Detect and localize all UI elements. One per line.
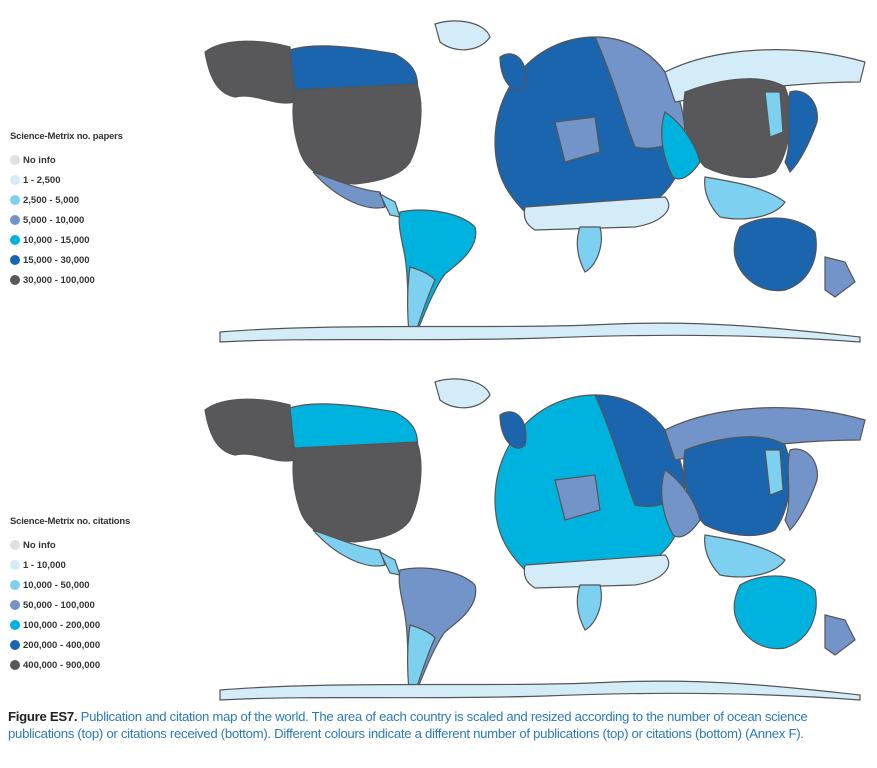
region-madagascar [576, 584, 602, 631]
region-sam_south [407, 266, 436, 335]
legend-item: 15,000 - 30,000 [10, 250, 123, 270]
legend-label: No info [23, 539, 56, 551]
region-alaska [204, 398, 296, 462]
region-seasia [704, 176, 786, 220]
citations-cartogram-map [204, 378, 866, 701]
region-usa [292, 441, 422, 543]
legend-label: 1 - 10,000 [23, 559, 66, 571]
legend-label: No info [23, 154, 56, 166]
legend-item: No info [10, 150, 123, 170]
papers-legend-title: Science-Metrix no. papers [10, 131, 123, 142]
legend-swatch [10, 620, 20, 630]
region-europe_c [554, 474, 601, 521]
legend-label: 30,000 - 100,000 [23, 274, 95, 286]
legend-swatch [10, 155, 20, 165]
region-japan [784, 90, 818, 174]
legend-item: 10,000 - 15,000 [10, 230, 123, 250]
legend-item: 200,000 - 400,000 [10, 635, 130, 655]
region-mexico [312, 529, 386, 567]
legend-item: No info [10, 535, 130, 555]
legend-swatch [10, 600, 20, 610]
legend-label: 5,000 - 10,000 [23, 214, 85, 226]
region-uk [499, 411, 527, 449]
figure-caption: Figure ES7. Publication and citation map… [8, 708, 870, 742]
legend-label: 2,500 - 5,000 [23, 194, 79, 206]
region-nz [824, 256, 856, 298]
legend-swatch [10, 255, 20, 265]
region-antarctica [219, 680, 861, 701]
region-africa [523, 554, 670, 589]
legend-swatch [10, 660, 20, 670]
region-india [661, 469, 701, 538]
legend-swatch [10, 175, 20, 185]
papers-legend: Science-Metrix no. papers No info 1 - 2,5… [10, 131, 123, 290]
legend-item: 5,000 - 10,000 [10, 210, 123, 230]
region-alaska [204, 40, 296, 104]
legend-swatch [10, 640, 20, 650]
legend-swatch [10, 235, 20, 245]
legend-label: 1 - 2,500 [23, 174, 61, 186]
legend-swatch [10, 195, 20, 205]
region-korea [764, 449, 784, 496]
legend-label: 10,000 - 15,000 [23, 234, 90, 246]
region-greenland [434, 20, 491, 51]
legend-label: 100,000 - 200,000 [23, 619, 101, 631]
legend-label: 200,000 - 400,000 [23, 639, 101, 651]
region-greenland [434, 378, 491, 409]
region-seasia [704, 534, 786, 578]
legend-item: 1 - 2,500 [10, 170, 123, 190]
legend-item: 10,000 - 50,000 [10, 575, 130, 595]
region-australia [733, 575, 817, 650]
region-nz [824, 614, 856, 656]
region-australia [733, 217, 817, 292]
region-usa [292, 83, 422, 185]
region-japan [784, 448, 818, 532]
region-antarctica [219, 322, 861, 343]
legend-swatch [10, 215, 20, 225]
legend-swatch [10, 560, 20, 570]
region-africa [523, 196, 670, 231]
region-korea [764, 91, 784, 138]
legend-item: 1 - 10,000 [10, 555, 130, 575]
legend-item: 2,500 - 5,000 [10, 190, 123, 210]
legend-item: 30,000 - 100,000 [10, 270, 123, 290]
region-uk [499, 53, 527, 91]
legend-item: 100,000 - 200,000 [10, 615, 130, 635]
legend-label: 10,000 - 50,000 [23, 579, 90, 591]
legend-label: 15,000 - 30,000 [23, 254, 90, 266]
legend-item: 50,000 - 100,000 [10, 595, 130, 615]
papers-cartogram-map [204, 20, 866, 343]
citations-legend: Science-Metrix no. citations No info 1 - … [10, 516, 130, 675]
citations-legend-title: Science-Metrix no. citations [10, 516, 131, 527]
region-madagascar [576, 226, 602, 273]
legend-swatch [10, 540, 20, 550]
legend-swatch [10, 275, 20, 285]
legend-label: 50,000 - 100,000 [23, 599, 95, 611]
figure-caption-text: Publication and citation map of the worl… [8, 709, 808, 741]
figure-label: Figure ES7. [8, 709, 78, 724]
region-europe_c [554, 116, 601, 163]
region-india [661, 111, 701, 180]
legend-label: 400,000 - 900,000 [23, 659, 101, 671]
legend-item: 400,000 - 900,000 [10, 655, 130, 675]
legend-swatch [10, 580, 20, 590]
region-mexico [312, 171, 386, 209]
region-sam_south [407, 624, 436, 693]
